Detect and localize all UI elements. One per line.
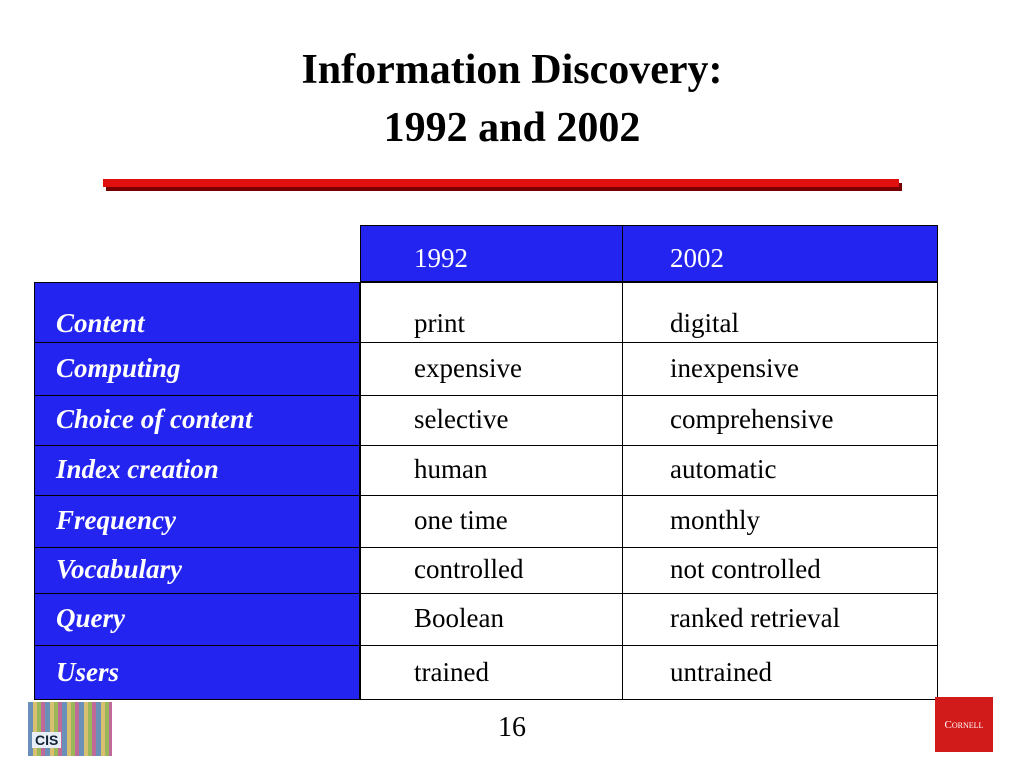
table-cell: inexpensive (670, 352, 799, 383)
table-cell: not controlled (670, 554, 821, 584)
table-cell: digital (670, 308, 739, 338)
table-cell: selective (414, 404, 509, 434)
page-number: 16 (498, 712, 526, 743)
cornell-logo: Cornell (935, 697, 993, 752)
row-divider (34, 547, 938, 548)
row-label: Content (56, 308, 145, 338)
table-cell: human (414, 454, 488, 484)
table-cell: controlled (414, 554, 524, 584)
table-cell: comprehensive (670, 404, 834, 434)
column-divider (622, 225, 623, 700)
row-label: Query (56, 603, 125, 633)
title-line: Information Discovery: (301, 47, 723, 93)
header-bg (360, 225, 938, 282)
table-cell: expensive (414, 352, 522, 383)
rule-shadow (106, 183, 902, 191)
row-divider (34, 445, 938, 446)
table-cell: one time (414, 505, 508, 535)
row-divider (34, 645, 938, 646)
row-divider (34, 593, 938, 594)
row-divider (34, 395, 938, 396)
table-cell: untrained (670, 656, 772, 687)
table-cell: print (414, 308, 465, 338)
row-header-bg (34, 282, 360, 700)
table-cell: ranked retrieval (670, 603, 841, 633)
row-label: Choice of content (56, 404, 253, 434)
row-label: Computing (56, 352, 181, 383)
table-cell: Boolean (414, 603, 504, 633)
row-label: Vocabulary (56, 554, 183, 584)
title-line: 1992 and 2002 (383, 105, 641, 151)
column-header: 1992 (414, 243, 468, 273)
column-header: 2002 (670, 243, 724, 273)
table-cell: trained (414, 656, 489, 687)
row-divider (34, 495, 938, 496)
table-cell: monthly (670, 505, 761, 535)
row-label: Index creation (56, 454, 219, 484)
cis-logo: CIS (28, 702, 112, 756)
cis-logo-text: CIS (32, 732, 62, 748)
row-label: Users (56, 656, 120, 687)
title-rule (103, 179, 899, 187)
row-divider (34, 342, 938, 343)
body-border (360, 282, 938, 700)
table-cell: automatic (670, 454, 777, 484)
row-label: Frequency (56, 505, 176, 535)
